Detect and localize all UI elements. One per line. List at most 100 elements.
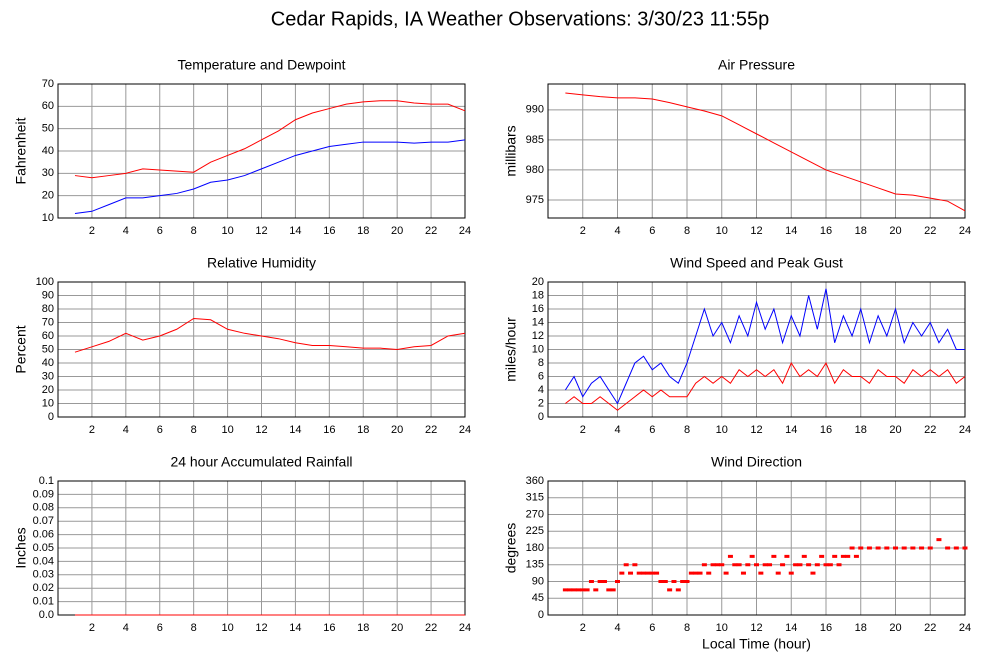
y-tick-label: 10 — [42, 397, 54, 409]
chart-title: Wind Speed and Peak Gust — [670, 255, 843, 271]
data-point — [710, 563, 716, 567]
y-tick-label: 0.03 — [33, 569, 54, 581]
data-point — [819, 554, 825, 558]
data-point — [571, 588, 577, 592]
data-point — [575, 588, 581, 592]
y-tick-label: 50 — [42, 123, 54, 135]
data-point — [723, 571, 729, 575]
data-point — [641, 571, 647, 575]
x-tick-label: 4 — [614, 225, 620, 237]
data-point — [745, 563, 751, 567]
data-point — [619, 571, 625, 575]
x-tick-label: 20 — [391, 424, 403, 436]
data-point — [919, 546, 925, 550]
data-point — [701, 563, 707, 567]
y-tick-label: 20 — [42, 190, 54, 202]
data-point — [758, 571, 764, 575]
y-tick-label: 8 — [538, 357, 544, 369]
y-tick-label: 70 — [42, 78, 54, 90]
y-tick-label: 0.1 — [39, 475, 54, 487]
x-tick-label: 4 — [614, 424, 620, 436]
y-axis-label: millibars — [503, 125, 519, 176]
x-tick-label: 4 — [614, 622, 620, 634]
x-tick-label: 24 — [459, 225, 471, 237]
x-tick-label: 6 — [157, 225, 163, 237]
x-tick-label: 6 — [157, 424, 163, 436]
y-tick-label: 90 — [42, 289, 54, 301]
data-point — [719, 563, 725, 567]
y-tick-label: 2 — [538, 397, 544, 409]
x-tick-label: 14 — [785, 622, 797, 634]
x-tick-label: 12 — [750, 424, 762, 436]
data-point — [628, 571, 634, 575]
data-point — [654, 571, 660, 575]
data-point — [853, 554, 859, 558]
plot-frame — [57, 83, 466, 219]
data-point — [775, 571, 781, 575]
x-tick-label: 2 — [89, 424, 95, 436]
x-tick-label: 10 — [221, 424, 233, 436]
x-tick-label: 6 — [649, 424, 655, 436]
y-tick-label: 0.0 — [39, 609, 54, 621]
y-tick-label: 6 — [538, 370, 544, 382]
data-point — [662, 580, 668, 583]
y-tick-label: 225 — [526, 525, 544, 537]
data-point — [615, 580, 620, 583]
data-point — [866, 546, 872, 550]
data-point — [767, 563, 773, 567]
x-tick-label: 2 — [580, 225, 586, 237]
x-tick-label: 22 — [924, 225, 936, 237]
x-tick-label: 4 — [123, 622, 129, 634]
data-point — [801, 554, 807, 558]
y-tick-label: 12 — [532, 330, 544, 342]
x-tick-label: 8 — [191, 622, 197, 634]
y-tick-label: 90 — [532, 575, 544, 587]
x-tick-label: 24 — [459, 424, 471, 436]
data-point — [680, 580, 686, 583]
x-tick-label: 18 — [855, 225, 867, 237]
data-point — [597, 580, 603, 583]
x-tick-label: 20 — [889, 225, 901, 237]
data-point — [858, 546, 864, 550]
y-tick-label: 20 — [42, 384, 54, 396]
y-tick-label: 16 — [532, 303, 544, 315]
data-line — [565, 92, 966, 212]
y-tick-label: 30 — [42, 370, 54, 382]
x-tick-label: 2 — [89, 622, 95, 634]
y-tick-label: 270 — [526, 508, 544, 520]
data-point — [636, 571, 642, 575]
data-point — [562, 588, 568, 592]
y-tick-label: 18 — [532, 289, 544, 301]
x-tick-label: 10 — [716, 622, 728, 634]
y-tick-label: 180 — [526, 542, 544, 554]
y-axis-label: Percent — [13, 325, 29, 373]
data-point — [936, 538, 942, 542]
x-tick-label: 24 — [959, 622, 971, 634]
data-point — [780, 563, 786, 567]
data-point — [953, 546, 959, 550]
x-tick-label: 20 — [889, 622, 901, 634]
data-point — [910, 546, 916, 550]
data-point — [623, 563, 629, 567]
data-point — [697, 571, 703, 575]
x-tick-label: 2 — [580, 622, 586, 634]
y-axis-label: Fahrenheit — [13, 117, 29, 184]
y-tick-label: 14 — [532, 316, 544, 328]
x-tick-label: 12 — [750, 225, 762, 237]
x-tick-label: 10 — [221, 225, 233, 237]
y-tick-label: 10 — [42, 212, 54, 224]
data-point — [788, 571, 794, 575]
x-tick-label: 10 — [716, 424, 728, 436]
y-tick-label: 0.05 — [33, 542, 54, 554]
y-tick-label: 0.01 — [33, 596, 54, 608]
x-tick-label: 18 — [855, 424, 867, 436]
page-title: Cedar Rapids, IA Weather Observations: 3… — [271, 8, 769, 30]
data-point — [849, 546, 855, 550]
data-point — [714, 563, 720, 567]
x-tick-label: 8 — [684, 622, 690, 634]
data-point — [832, 554, 838, 558]
x-tick-label: 6 — [649, 225, 655, 237]
y-tick-label: 4 — [538, 384, 544, 396]
data-point — [875, 546, 881, 550]
data-line — [564, 288, 965, 405]
